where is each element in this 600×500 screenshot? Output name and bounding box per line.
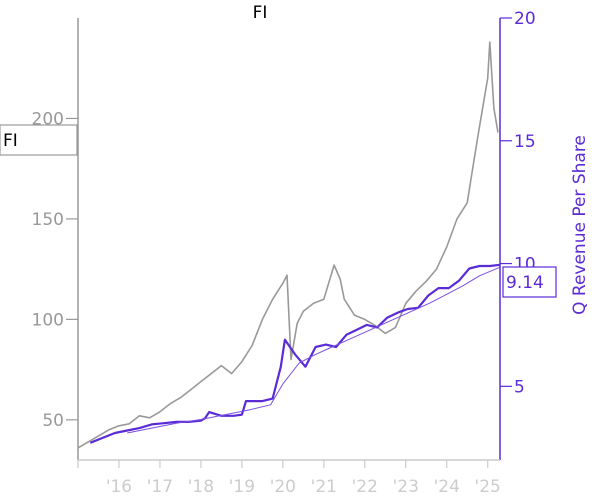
revenue-trend-line bbox=[127, 266, 501, 434]
x-tick-label: '16 bbox=[106, 477, 132, 497]
price-tag: FI bbox=[0, 124, 78, 156]
right-axis-label: Q Revenue Per Share bbox=[570, 135, 590, 315]
revenue-tag-value: 9.14 bbox=[506, 273, 544, 293]
chart-title: FI bbox=[253, 3, 268, 23]
revenue-tag: 9.14 bbox=[502, 266, 557, 298]
right-tick-label: 5 bbox=[514, 377, 525, 397]
x-tick-label: '23 bbox=[393, 477, 419, 497]
x-tick-label: '25 bbox=[475, 477, 501, 497]
x-tick-label: '24 bbox=[434, 477, 460, 497]
x-tick-label: '20 bbox=[270, 477, 296, 497]
right-tick-label: 15 bbox=[514, 132, 536, 152]
x-tick-label: '22 bbox=[352, 477, 378, 497]
x-tick-label: '21 bbox=[311, 477, 337, 497]
price-line bbox=[77, 41, 499, 449]
right-tick-label: 20 bbox=[514, 9, 536, 29]
left-tick-label: 50 bbox=[42, 411, 64, 431]
x-tick-label: '18 bbox=[188, 477, 214, 497]
price-tag-label: FI bbox=[3, 131, 18, 151]
series-lines bbox=[77, 41, 501, 449]
x-tick-label: '17 bbox=[147, 477, 173, 497]
x-ticks: '16 '17 '18 '19 '20 '21 '22 '23 '24 '25 bbox=[77, 460, 501, 497]
revenue-line bbox=[89, 263, 501, 444]
left-tick-label: 100 bbox=[32, 310, 64, 330]
revenue-tag-box bbox=[502, 266, 557, 298]
left-tick-label: 150 bbox=[32, 210, 64, 230]
x-tick-label: '19 bbox=[229, 477, 255, 497]
price-tag-box bbox=[0, 124, 78, 156]
